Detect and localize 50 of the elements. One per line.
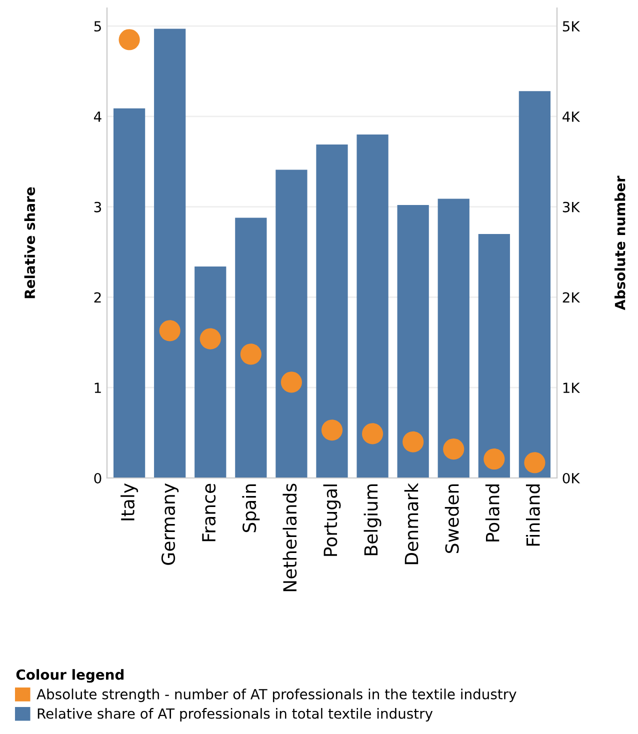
- y-tick-label: 4: [94, 112, 102, 122]
- y2-tick-label: 4K: [562, 112, 580, 122]
- point: [240, 344, 262, 365]
- y-tick-label: 0: [94, 472, 102, 484]
- legend-title: Colour legend: [16, 669, 124, 683]
- y-tick-label: 2: [94, 292, 101, 303]
- y2-tick-label: 2K: [562, 292, 580, 303]
- y2-tick-label: 1K: [563, 382, 580, 393]
- y-tick-label: 1: [94, 382, 101, 393]
- y-tick-label: 3: [94, 202, 102, 212]
- legend-label: Absolute strength - number of AT professionals in the textile industry: [36, 688, 516, 702]
- bar: [316, 144, 348, 478]
- x-tick-label: Netherlands: [282, 484, 297, 592]
- x-tick-label: Spain: [242, 484, 260, 532]
- x-tick-label: Sweden: [444, 484, 459, 554]
- point: [118, 29, 140, 50]
- point: [443, 438, 464, 460]
- bar: [154, 28, 186, 478]
- point: [159, 320, 180, 342]
- point: [484, 448, 505, 470]
- x-tick-label: Italy: [120, 483, 138, 520]
- y2-tick-label: 0K: [562, 472, 580, 484]
- bar: [276, 170, 308, 478]
- point: [321, 420, 343, 441]
- y2-axis-title: Absolute number: [614, 176, 626, 310]
- point: [280, 372, 302, 393]
- x-tick-label: Portugal: [323, 484, 341, 556]
- y-axis-title: Relative share: [24, 187, 36, 298]
- bar: [518, 91, 551, 478]
- point: [402, 431, 424, 452]
- bar: [194, 266, 226, 478]
- bar: [438, 198, 470, 478]
- bar: [397, 205, 429, 478]
- y2-tick-label: 3K: [562, 202, 580, 212]
- bar: [356, 134, 388, 478]
- x-tick-label: Germany: [161, 483, 179, 565]
- point: [362, 423, 384, 444]
- point: [524, 452, 546, 474]
- point: [200, 328, 221, 350]
- x-tick-label: France: [202, 484, 216, 542]
- y-tick-label: 5: [94, 21, 101, 32]
- bar: [235, 218, 267, 478]
- bar: [478, 234, 510, 478]
- x-tick-label: Belgium: [364, 484, 382, 556]
- legend-label: Relative share of AT professionals in total textile industry: [38, 708, 433, 722]
- y2-tick-label: 5K: [562, 21, 580, 32]
- x-tick-label: Poland: [485, 484, 500, 542]
- bar: [113, 108, 146, 478]
- x-tick-label: Denmark: [404, 482, 418, 564]
- x-tick-label: Finland: [526, 484, 540, 546]
